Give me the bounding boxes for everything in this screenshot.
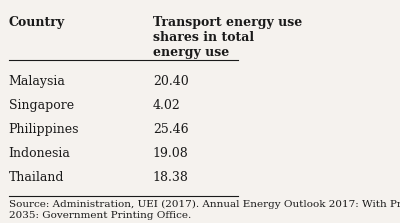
Text: Thailand: Thailand [9, 171, 64, 184]
Text: 18.38: 18.38 [153, 171, 189, 184]
Text: 4.02: 4.02 [153, 99, 180, 112]
Text: Indonesia: Indonesia [9, 147, 70, 160]
Text: Philippines: Philippines [9, 123, 79, 136]
Text: 19.08: 19.08 [153, 147, 188, 160]
Text: Transport energy use
shares in total
energy use: Transport energy use shares in total ene… [153, 16, 302, 59]
Text: Country: Country [9, 16, 65, 29]
Text: Source: Administration, UEI (2017). Annual Energy Outlook 2017: With Projections: Source: Administration, UEI (2017). Annu… [9, 200, 400, 220]
Text: Singapore: Singapore [9, 99, 74, 112]
Text: Malaysia: Malaysia [9, 75, 66, 88]
Text: 25.46: 25.46 [153, 123, 188, 136]
Text: 20.40: 20.40 [153, 75, 188, 88]
